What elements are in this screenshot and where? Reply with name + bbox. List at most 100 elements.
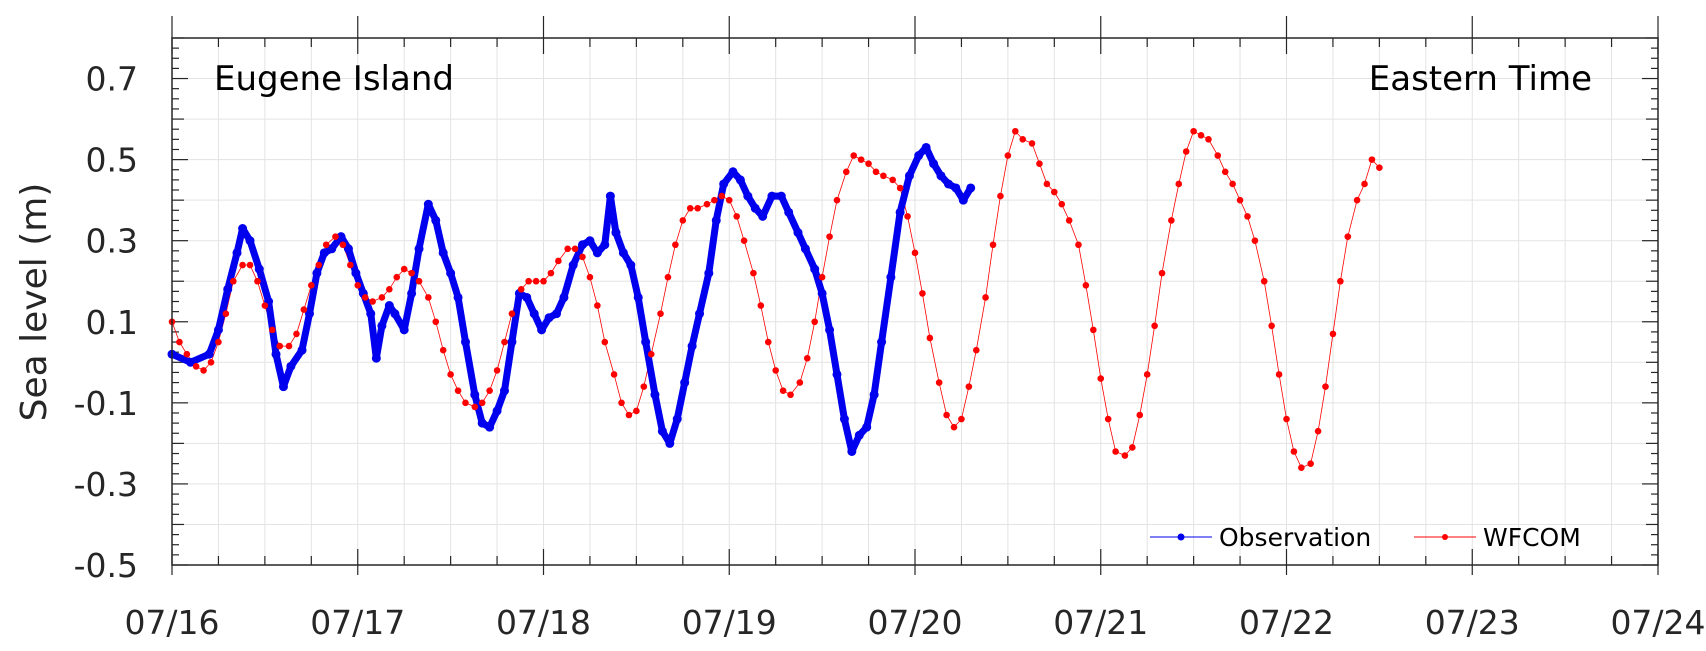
observation-point (568, 260, 578, 270)
wfcom-point (378, 294, 386, 301)
observation-point (605, 191, 615, 201)
wfcom-point (1051, 188, 1058, 196)
wfcom-point (462, 399, 469, 407)
wfcom-point (254, 277, 261, 285)
observation-point (522, 292, 532, 302)
wfcom-point (997, 192, 1004, 200)
station-label: Eugene Island (214, 59, 454, 99)
wfcom-point (1251, 237, 1259, 244)
observation-point (319, 248, 329, 258)
observation-point (537, 325, 547, 335)
x-tick-label: 07/23 (1425, 603, 1520, 642)
x-tick-label: 07/16 (124, 603, 219, 642)
wfcom-point (950, 423, 958, 431)
wfcom-point (811, 318, 818, 326)
wfcom-point (1082, 281, 1090, 289)
wfcom-point (779, 387, 787, 394)
wfcom-point (540, 277, 547, 285)
observation-point (304, 309, 314, 319)
observation-point (390, 309, 400, 319)
wfcom-point (740, 237, 748, 244)
wfcom-point (532, 277, 540, 285)
observation-point (529, 309, 539, 319)
wfcom-point (1097, 375, 1105, 382)
wfcom-point (1260, 277, 1268, 285)
wfcom-point (1112, 448, 1119, 455)
series-layer (167, 127, 1383, 472)
timezone-label: Eastern Time (1369, 59, 1592, 99)
wfcom-point (547, 269, 555, 277)
wfcom-point (261, 302, 269, 309)
wfcom-point (1376, 164, 1383, 172)
observation-point (384, 301, 394, 311)
legend-observation-marker (1177, 533, 1185, 541)
wfcom-point (610, 371, 618, 378)
y-tick-label: 0.3 (86, 222, 138, 261)
observation-point (477, 418, 487, 428)
wfcom-point (229, 277, 237, 285)
x-tick-label: 07/24 (1610, 603, 1705, 642)
wfcom-point (880, 172, 887, 180)
wfcom-point (425, 294, 432, 301)
wfcom-point (686, 204, 694, 212)
observation-point (438, 248, 448, 258)
wfcom-point (818, 273, 826, 281)
wfcom-point (1168, 217, 1175, 224)
wfcom-point (192, 363, 200, 370)
wfcom-point (842, 168, 850, 176)
observation-point (611, 228, 621, 238)
wfcom-point (618, 399, 625, 407)
observation-point (351, 268, 361, 278)
y-tick-label: 0.1 (86, 303, 138, 342)
wfcom-point (803, 354, 811, 362)
wfcom-point (679, 217, 687, 224)
wfcom-point (393, 273, 401, 281)
wfcom-point (1036, 160, 1043, 167)
wfcom-point (1268, 322, 1275, 330)
legend-wfcom-marker (1442, 534, 1448, 540)
wfcom-point (1028, 140, 1036, 147)
wfcom-point (850, 152, 858, 159)
observation-point (286, 361, 296, 371)
observation-point (423, 199, 433, 209)
wfcom-point (833, 196, 841, 204)
observation-point (499, 386, 509, 396)
wfcom-point (215, 338, 222, 346)
observation-point (877, 337, 887, 347)
wfcom-point (1043, 180, 1051, 188)
wfcom-point (718, 192, 726, 200)
observation-point (665, 438, 675, 448)
wfcom-point (439, 346, 447, 354)
observation-point (245, 236, 255, 246)
wfcom-point (1158, 269, 1166, 277)
wfcom-point (865, 160, 872, 167)
observation-point (600, 240, 610, 250)
wfcom-point (1129, 444, 1136, 451)
observation-point (719, 179, 729, 189)
observation-point (825, 325, 835, 335)
observation-point (914, 151, 924, 161)
observation-point (485, 422, 495, 432)
observation-point (869, 390, 879, 400)
observation-point (784, 207, 794, 217)
observation-point (680, 378, 690, 388)
wfcom-point (1314, 427, 1322, 435)
observation-point (446, 268, 456, 278)
observation-point (767, 191, 777, 201)
wfcom-point (579, 253, 586, 261)
observation-point (657, 426, 667, 436)
observation-point (672, 414, 682, 424)
wfcom-point (200, 367, 207, 374)
observation-point (343, 244, 353, 254)
wfcom-point (1353, 196, 1361, 204)
observation-point (254, 264, 264, 274)
wfcom-point (1104, 415, 1112, 423)
observation-point (544, 313, 554, 323)
wfcom-point (207, 359, 215, 366)
observation-point (633, 292, 643, 302)
wfcom-point (571, 245, 579, 253)
wfcom-point (332, 233, 339, 240)
observation-point (904, 171, 914, 181)
wfcom-point (322, 241, 330, 249)
